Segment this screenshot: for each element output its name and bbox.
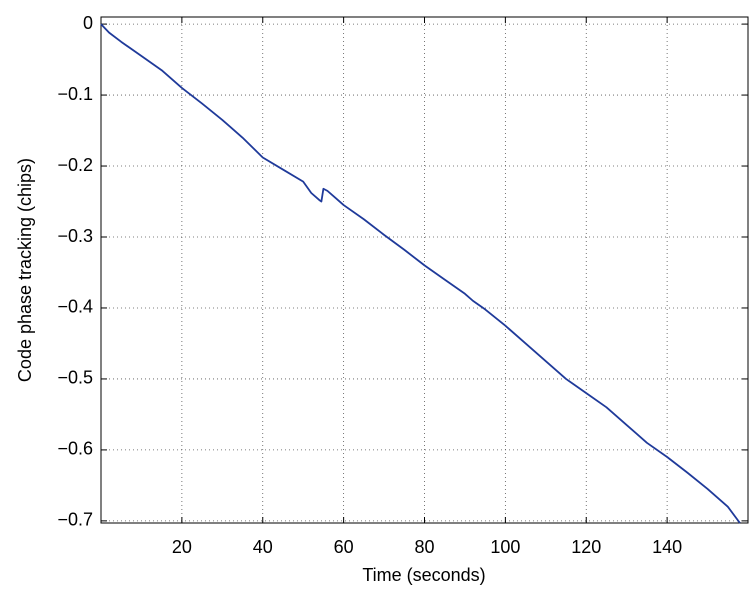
- y-tick-label: −0.4: [57, 297, 93, 317]
- x-tick-label: 100: [490, 537, 520, 557]
- x-tick-label: 140: [652, 537, 682, 557]
- data-line: [100, 23, 741, 524]
- y-tick-label: −0.3: [57, 226, 93, 246]
- x-axis-label: Time (seconds): [362, 565, 485, 585]
- y-tick-label: −0.7: [57, 510, 93, 530]
- y-axis-label: Code phase tracking (chips): [15, 158, 35, 382]
- x-tick-label: 80: [414, 537, 434, 557]
- x-tick-label: 60: [334, 537, 354, 557]
- y-tick-label: −0.1: [57, 84, 93, 104]
- y-tick-label: 0: [83, 13, 93, 33]
- y-tick-label: −0.5: [57, 368, 93, 388]
- x-tick-label: 120: [571, 537, 601, 557]
- plot-frame: [100, 16, 749, 524]
- y-tick-label: −0.6: [57, 439, 93, 459]
- x-tick-label: 40: [253, 537, 273, 557]
- x-tick-label: 20: [172, 537, 192, 557]
- y-tick-label: −0.2: [57, 155, 93, 175]
